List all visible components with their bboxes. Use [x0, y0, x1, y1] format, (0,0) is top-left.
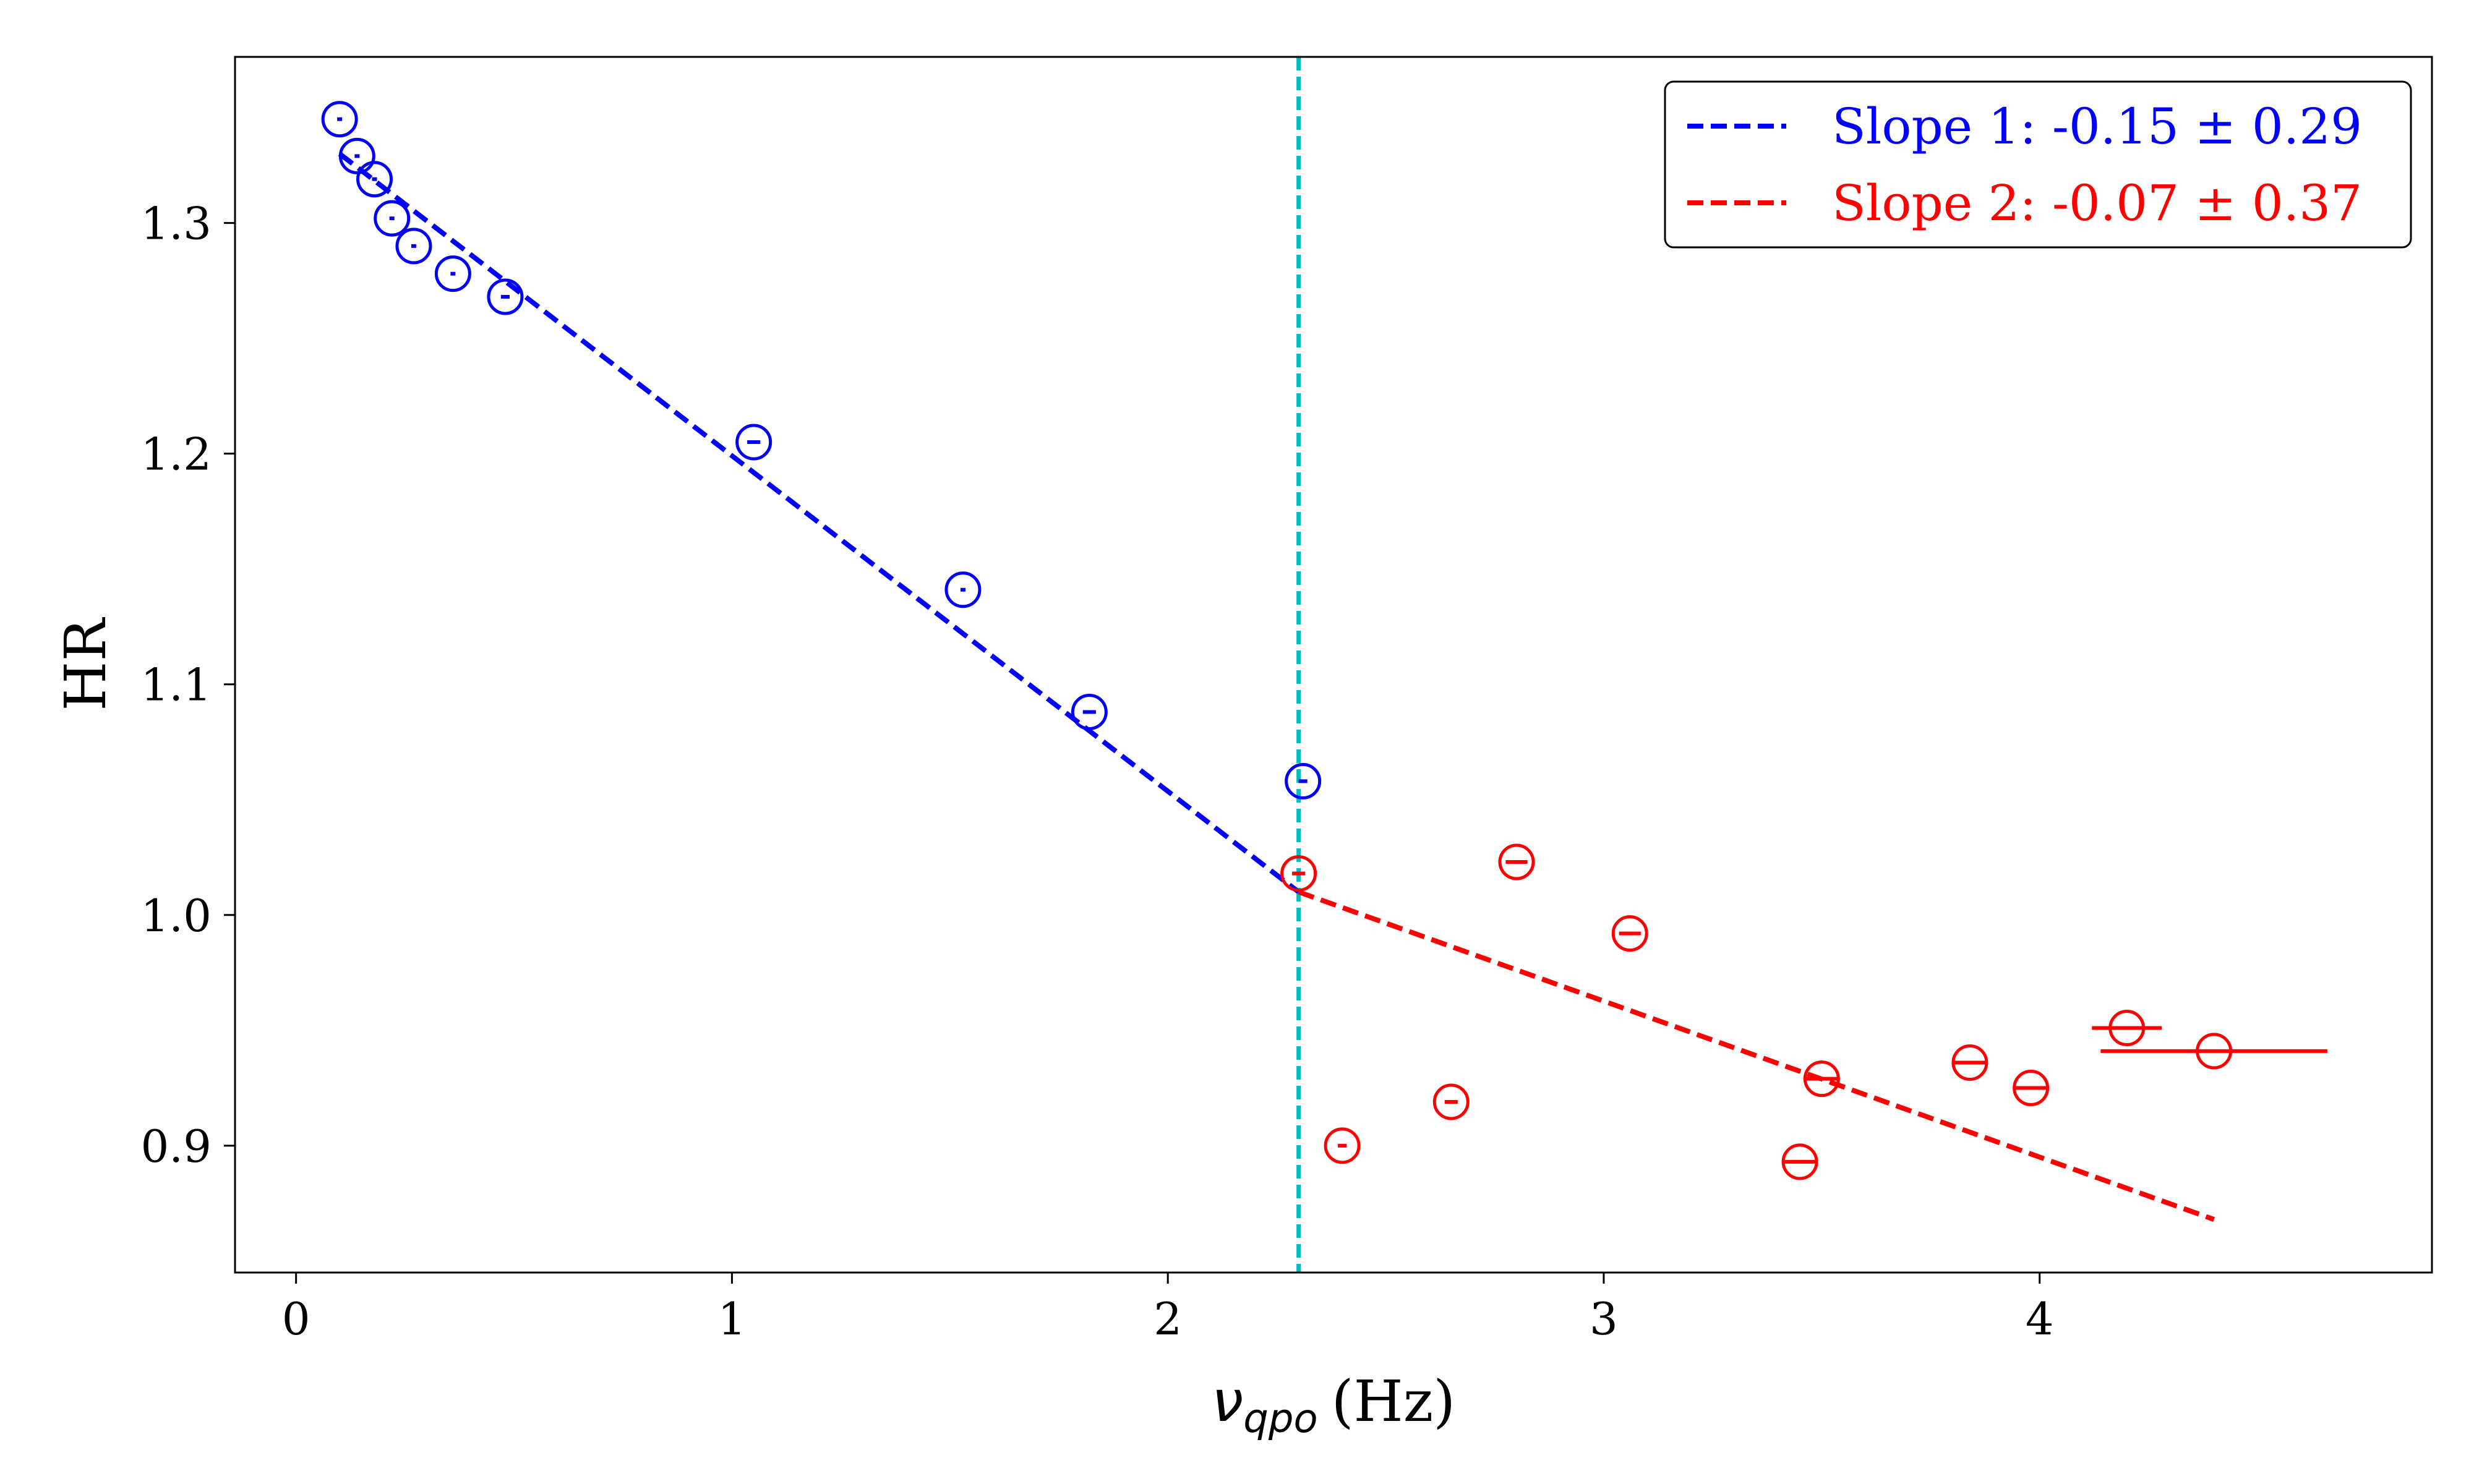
x-tick-label: 2	[1154, 1293, 1182, 1345]
x-tick-label: 0	[282, 1293, 310, 1345]
data-point-series-2	[1498, 843, 1535, 881]
legend-label-series-2: Slope 2: -0.07 ± 0.37	[1832, 174, 2362, 232]
plot-frame	[234, 56, 2433, 1274]
y-tick-label: 1.3	[140, 198, 212, 250]
fit-line-series-1	[338, 151, 1301, 894]
data-point-series-1	[321, 101, 358, 138]
data-point-series-2	[2108, 1010, 2146, 1047]
y-tick-label: 1.2	[140, 429, 212, 480]
x-axis-label-subscript: qpo	[1243, 1396, 1317, 1442]
x-tick-label: 1	[718, 1293, 747, 1345]
plot-area	[321, 57, 2327, 1273]
data-point-series-1	[1285, 762, 1322, 800]
axis-ticks: 0 1 2 3 4 0.9 1.0 1.1 1.2 1.3	[140, 198, 2053, 1345]
data-point-series-2	[1781, 1143, 1818, 1180]
x-axis-label: νqpo (Hz)	[1212, 1368, 1455, 1442]
data-point-series-2	[1324, 1127, 1361, 1164]
data-point-series-1	[356, 161, 393, 198]
data-point-series-2	[2196, 1033, 2233, 1070]
data-point-series-1	[338, 137, 375, 174]
legend-box	[1664, 80, 2412, 249]
data-point-series-2	[1432, 1083, 1470, 1120]
data-point-series-2	[1611, 915, 1648, 952]
y-axis-label: HR	[53, 617, 119, 711]
data-point-series-1	[487, 278, 524, 315]
y-tick-label: 1.0	[140, 890, 212, 942]
x-axis-label-symbol: ν	[1212, 1368, 1243, 1435]
x-tick-label: 3	[1590, 1293, 1618, 1345]
data-point-series-2	[2013, 1070, 2050, 1107]
fit-line-series-2	[1298, 889, 2215, 1222]
data-point-series-2	[1280, 855, 1317, 892]
data-point-series-1	[1071, 693, 1108, 730]
data-point-series-2	[1951, 1044, 1988, 1081]
legend-label-series-1: Slope 1: -0.15 ± 0.29	[1832, 98, 2362, 155]
legend: Slope 1: -0.15 ± 0.29 Slope 2: -0.07 ± 0…	[1664, 80, 2412, 249]
data-point-series-1	[735, 424, 773, 461]
data-point-series-1	[434, 255, 471, 292]
x-axis-label-unit: (Hz)	[1332, 1368, 1456, 1435]
data-point-series-1	[944, 571, 982, 608]
data-point-series-1	[374, 200, 411, 237]
data-point-series-1	[395, 228, 432, 265]
x-tick-label: 4	[2026, 1293, 2054, 1345]
y-tick-label: 1.1	[140, 659, 212, 711]
data-point-series-2	[1803, 1060, 1840, 1098]
y-tick-label: 0.9	[140, 1120, 212, 1172]
